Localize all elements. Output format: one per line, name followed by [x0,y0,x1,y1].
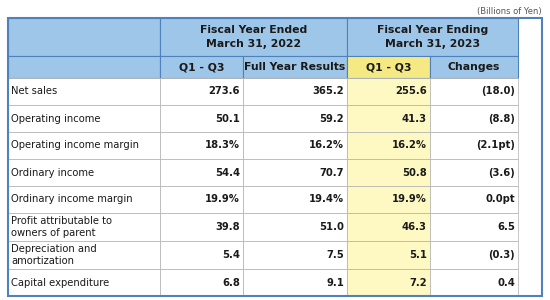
Text: 9.1: 9.1 [326,278,344,287]
Text: Changes: Changes [448,62,500,72]
Bar [8,105,160,132]
Bar [347,213,430,241]
Text: 54.4: 54.4 [215,167,240,178]
Bar [243,78,347,105]
Text: 365.2: 365.2 [312,86,344,97]
Text: Fiscal Year Ended
March 31, 2022: Fiscal Year Ended March 31, 2022 [200,25,307,49]
Bar [8,213,160,241]
Text: Operating income: Operating income [11,113,101,124]
Bar [160,186,243,213]
Bar [160,132,243,159]
Bar [243,241,347,269]
Bar [430,159,518,186]
Text: Capital expenditure: Capital expenditure [11,278,109,287]
Text: 46.3: 46.3 [402,222,427,232]
Bar [430,105,518,132]
Text: Operating income margin: Operating income margin [11,140,139,151]
Text: 5.1: 5.1 [409,250,427,260]
Bar [430,56,518,78]
Bar [8,269,160,296]
Text: 7.5: 7.5 [326,250,344,260]
Text: 6.8: 6.8 [222,278,240,287]
Bar [430,132,518,159]
Text: 0.4: 0.4 [497,278,515,287]
Text: Full Year Results: Full Year Results [244,62,345,72]
Text: 19.9%: 19.9% [392,194,427,205]
Bar [160,241,243,269]
Text: Profit attributable to
owners of parent: Profit attributable to owners of parent [11,216,112,238]
Bar [243,56,347,78]
Bar [160,159,243,186]
Text: 7.2: 7.2 [409,278,427,287]
Bar [160,56,243,78]
Text: Ordinary income: Ordinary income [11,167,94,178]
Text: (18.0): (18.0) [481,86,515,97]
Text: 16.2%: 16.2% [309,140,344,151]
Text: 70.7: 70.7 [320,167,344,178]
Bar [347,241,430,269]
Bar [243,213,347,241]
Text: 273.6: 273.6 [208,86,240,97]
Bar [430,269,518,296]
Bar [243,159,347,186]
Text: 16.2%: 16.2% [392,140,427,151]
Bar [347,105,430,132]
Text: (0.3): (0.3) [488,250,515,260]
Bar [347,159,430,186]
Text: 50.1: 50.1 [215,113,240,124]
Text: Q1 - Q3: Q1 - Q3 [179,62,224,72]
Bar [8,132,160,159]
Text: 6.5: 6.5 [497,222,515,232]
Bar [347,269,430,296]
Text: Q1 - Q3: Q1 - Q3 [366,62,411,72]
Bar [243,105,347,132]
Bar [347,18,518,56]
Bar [8,18,160,56]
Bar [430,241,518,269]
Bar [8,241,160,269]
Text: 0.0pt: 0.0pt [485,194,515,205]
Text: 19.4%: 19.4% [309,194,344,205]
Bar [160,213,243,241]
Bar [8,78,160,105]
Bar [160,78,243,105]
Text: 50.8: 50.8 [402,167,427,178]
Bar [160,105,243,132]
Text: 39.8: 39.8 [216,222,240,232]
Bar [243,269,347,296]
Text: Fiscal Year Ending
March 31, 2023: Fiscal Year Ending March 31, 2023 [377,25,488,49]
Bar [8,56,160,78]
Text: 255.6: 255.6 [395,86,427,97]
Bar [243,186,347,213]
Bar [347,186,430,213]
Bar [347,78,430,105]
Bar [8,159,160,186]
Text: (2.1pt): (2.1pt) [476,140,515,151]
Text: 59.2: 59.2 [320,113,344,124]
Bar [347,132,430,159]
Text: Depreciation and
amortization: Depreciation and amortization [11,244,97,266]
Text: Net sales: Net sales [11,86,57,97]
Bar [8,186,160,213]
Bar [430,213,518,241]
Bar [160,269,243,296]
Text: 18.3%: 18.3% [205,140,240,151]
Text: Ordinary income margin: Ordinary income margin [11,194,133,205]
Bar [430,78,518,105]
Text: 41.3: 41.3 [402,113,427,124]
Text: (8.8): (8.8) [488,113,515,124]
Text: 19.9%: 19.9% [205,194,240,205]
Bar [160,18,347,56]
Text: (3.6): (3.6) [488,167,515,178]
Text: 51.0: 51.0 [319,222,344,232]
Bar [243,132,347,159]
Bar [430,186,518,213]
Text: 5.4: 5.4 [222,250,240,260]
Text: (Billions of Yen): (Billions of Yen) [477,7,542,16]
Bar [347,56,430,78]
